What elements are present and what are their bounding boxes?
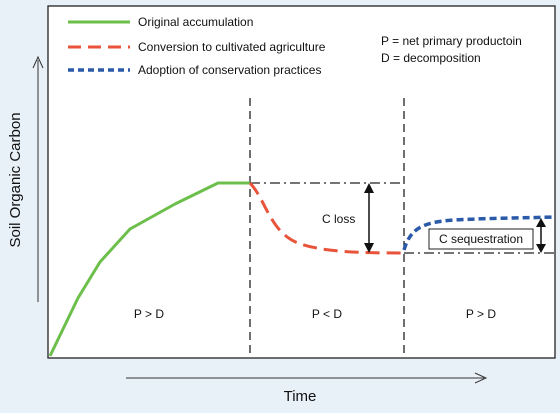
phase-label-1: P > D [134, 307, 164, 321]
curve-cultivation [248, 181, 405, 255]
c-loss-label: C loss [322, 212, 355, 226]
phase-label-3: P > D [466, 307, 496, 321]
c-sequestration-box [428, 228, 534, 250]
phase-label-2: P < D [312, 307, 342, 321]
x-axis-label: Time [284, 388, 317, 405]
legend-label-accumulation: Original accumulation [138, 15, 253, 29]
legend: Original accumulation Conversion to cult… [68, 15, 522, 77]
legend-label-cultivation: Conversion to cultivated agriculture [138, 40, 326, 54]
definition-p: P = net primary productoin [381, 34, 522, 48]
c-sequestration-label: C sequestration [439, 232, 523, 246]
y-axis-label: Soil Organic Carbon [7, 112, 24, 247]
c-sequestration-arrow [536, 218, 546, 253]
plot-area [47, 5, 556, 359]
legend-label-conservation: Adoption of conservation practices [138, 63, 321, 77]
c-loss-arrow [364, 183, 374, 253]
definition-d: D = decomposition [381, 51, 481, 65]
y-axis-arrow [32, 55, 44, 302]
x-axis-arrow [126, 372, 488, 384]
curve-conservation [402, 215, 556, 251]
curve-original-accumulation [48, 181, 250, 357]
